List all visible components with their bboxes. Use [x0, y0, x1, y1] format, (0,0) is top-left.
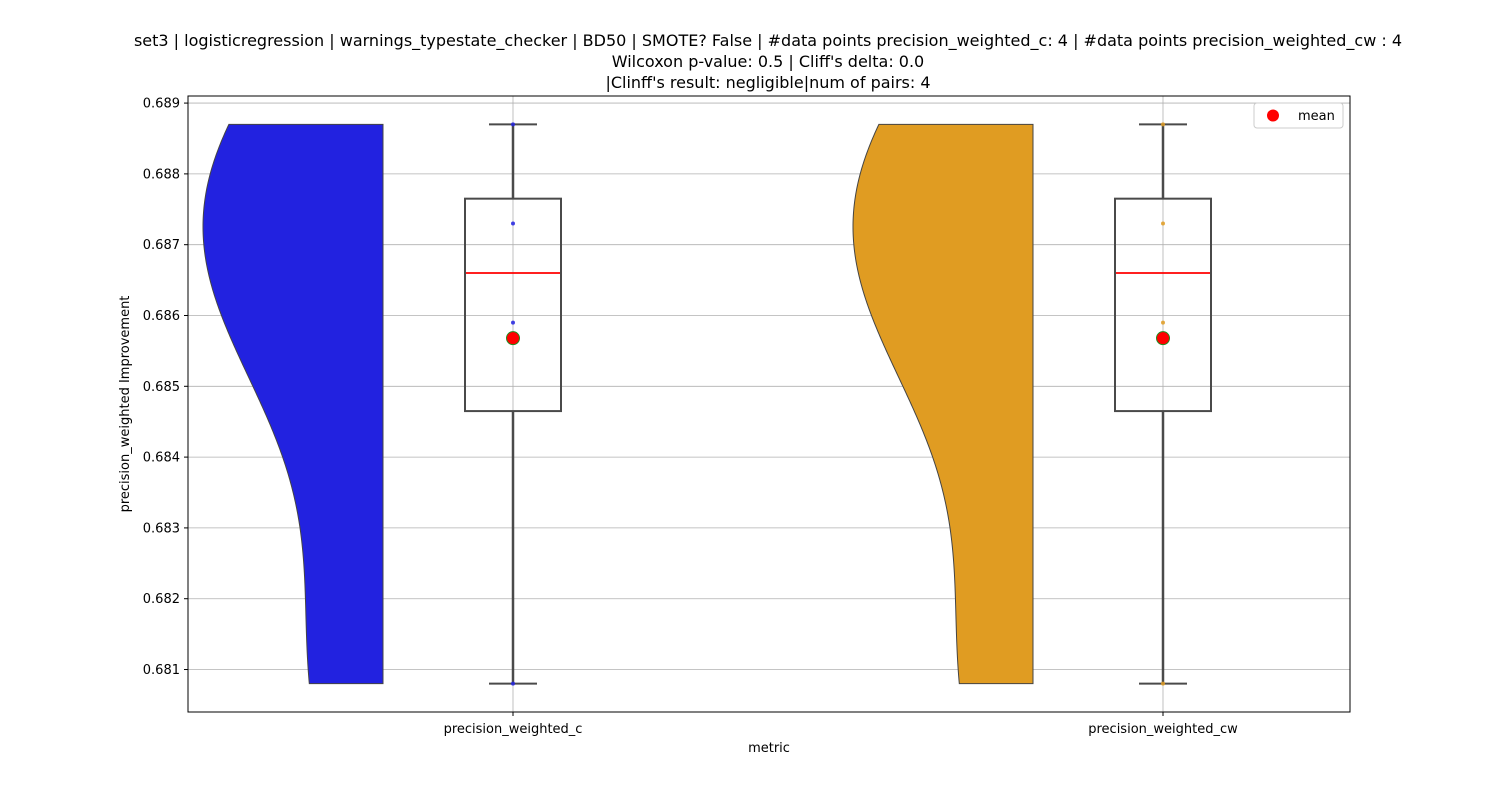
data-point: [1161, 221, 1165, 226]
violin-shape: [202, 123, 384, 685]
violin-precision_weighted_cw: [852, 123, 1034, 685]
boxplots: [464, 123, 1212, 685]
boxplot-precision_weighted_cw: [1114, 123, 1212, 685]
violin-precision_weighted_c: [202, 123, 384, 685]
y-tick-label: 0.687: [143, 238, 180, 253]
data-points: [511, 122, 1165, 686]
x-axis-label: metric: [748, 741, 790, 756]
legend-mean-marker: [1267, 109, 1279, 122]
title-line-3: |Clinff's result: negligible|num of pair…: [605, 73, 930, 92]
data-point: [511, 681, 515, 686]
plot-frame: [187, 95, 1351, 713]
title-line-1: set3 | logisticregression | warnings_typ…: [134, 31, 1402, 51]
data-point: [1161, 320, 1165, 325]
y-tick-label: 0.684: [143, 451, 180, 466]
legend[interactable]: mean: [1253, 102, 1344, 129]
y-tick-label: 0.682: [143, 592, 180, 607]
y-tick-label: 0.683: [143, 521, 180, 536]
y-axis-ticks: 0.681 0.682 0.683 0.684 0.685 0.686 0.687 0.688…: [143, 97, 188, 678]
mean-marker: [1156, 331, 1170, 346]
mean-marker: [506, 331, 520, 346]
data-point: [511, 320, 515, 325]
y-tick-label: 0.685: [143, 380, 180, 395]
legend-frame: [1253, 102, 1344, 129]
title-line-2: Wilcoxon p-value: 0.5 | Cliff's delta: 0…: [612, 52, 924, 71]
data-point: [1161, 122, 1165, 127]
violin-shape: [852, 123, 1034, 685]
y-tick-label: 0.686: [143, 309, 180, 324]
y-tick-label: 0.688: [143, 167, 180, 182]
x-tick-label: precision_weighted_cw: [1088, 722, 1238, 737]
legend-label-mean: mean: [1298, 109, 1335, 124]
x-axis-ticks: precision_weighted_c precision_weighted_c…: [444, 712, 1238, 737]
y-axis-label: precision_weighted Improvement: [118, 296, 133, 513]
data-point: [511, 221, 515, 226]
mean-markers: [506, 331, 1170, 346]
y-tick-label: 0.689: [143, 97, 180, 112]
box-body: [464, 197, 562, 413]
y-tick-label: 0.681: [143, 663, 180, 678]
chart-title: set3 | logisticregression | warnings_typ…: [134, 31, 1402, 92]
data-point: [1161, 681, 1165, 686]
violins: [202, 123, 1034, 685]
x-tick-label: precision_weighted_c: [444, 722, 583, 737]
data-point: [511, 122, 515, 127]
box-body: [1114, 197, 1212, 413]
